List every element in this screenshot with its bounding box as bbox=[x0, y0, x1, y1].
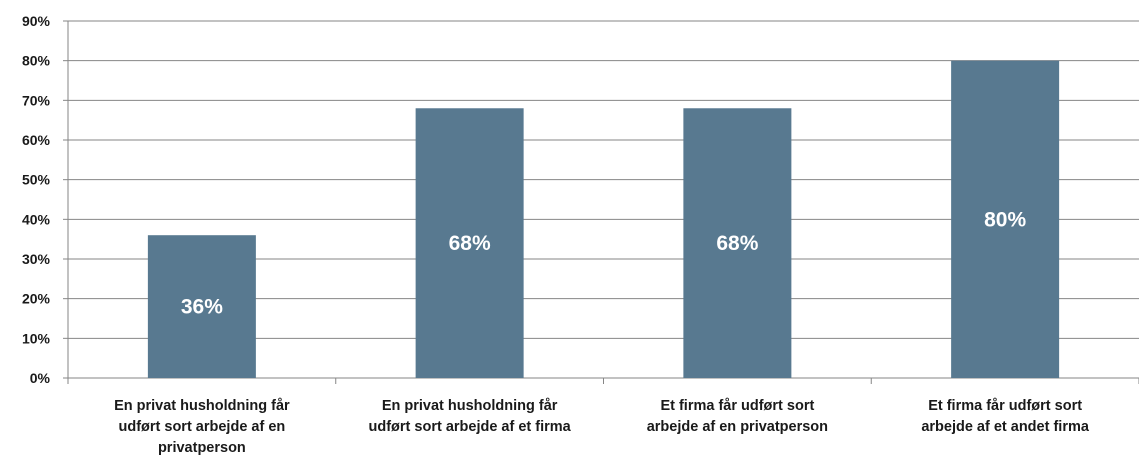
x-category-label: En privat husholdning får bbox=[114, 398, 290, 414]
x-category-label: En privat husholdning får bbox=[382, 398, 558, 414]
bar bbox=[683, 108, 792, 379]
y-tick-label: 70% bbox=[22, 92, 51, 108]
x-category-label: udført sort arbejde af et firma bbox=[369, 419, 572, 435]
x-category-label: arbejde af en privatperson bbox=[647, 419, 828, 435]
y-tick-label: 20% bbox=[22, 291, 51, 307]
data-label: 68% bbox=[716, 232, 758, 255]
x-category-label: udført sort arbejde af en bbox=[118, 419, 285, 435]
y-tick-label: 50% bbox=[22, 172, 51, 188]
bar bbox=[147, 235, 256, 378]
x-category-label: Et firma får udført sort bbox=[928, 398, 1082, 414]
y-tick-label: 0% bbox=[30, 370, 51, 386]
y-tick-label: 30% bbox=[22, 251, 51, 267]
y-tick-label: 80% bbox=[22, 53, 51, 69]
x-category-label: arbejde af et andet firma bbox=[921, 419, 1090, 435]
y-tick-label: 90% bbox=[22, 13, 51, 29]
x-category-label: privatperson bbox=[158, 440, 246, 456]
bar bbox=[951, 60, 1060, 379]
data-label: 80% bbox=[984, 208, 1026, 231]
data-label: 36% bbox=[181, 296, 223, 319]
bar bbox=[415, 108, 524, 379]
y-tick-label: 40% bbox=[22, 211, 51, 227]
y-tick-label: 10% bbox=[22, 330, 51, 346]
x-category-label: Et firma får udført sort bbox=[660, 398, 814, 414]
y-tick-label: 60% bbox=[22, 132, 51, 148]
data-label: 68% bbox=[449, 232, 491, 255]
